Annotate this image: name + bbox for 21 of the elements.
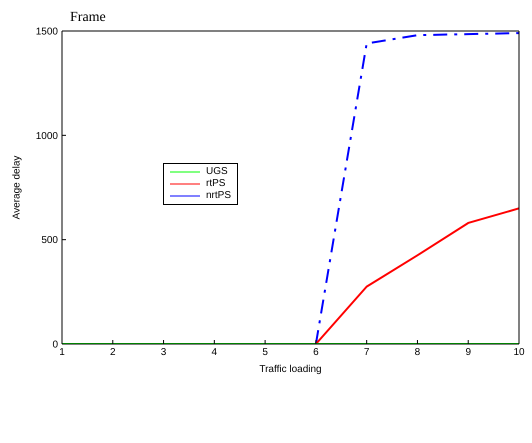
x-tick-label: 4 bbox=[212, 347, 218, 358]
x-tick-label: 7 bbox=[364, 347, 370, 358]
x-tick-label: 5 bbox=[262, 347, 268, 358]
x-tick-label: 1 bbox=[59, 347, 66, 358]
y-tick-label: 500 bbox=[41, 235, 58, 246]
y-axis-title: Average delay bbox=[12, 156, 23, 220]
x-tick-label: 6 bbox=[313, 347, 320, 358]
legend-label: nrtPS bbox=[206, 190, 232, 202]
line-series bbox=[314, 207, 519, 344]
legend-label: rtPS bbox=[206, 178, 226, 190]
x-tick-label: 9 bbox=[465, 347, 472, 358]
x-axis-title: Traffic loading bbox=[259, 364, 322, 375]
chart-title: Frame bbox=[70, 10, 106, 26]
x-tick-label: 2 bbox=[110, 347, 116, 358]
y-tick-label: 0 bbox=[52, 340, 58, 351]
legend-label: UGS bbox=[206, 166, 228, 178]
x-tick-label: 8 bbox=[414, 347, 421, 358]
y-tick-label: 1500 bbox=[36, 26, 58, 38]
y-tick-label: 1000 bbox=[36, 130, 58, 142]
x-tick-label: 10 bbox=[513, 347, 525, 358]
x-tick-label: 3 bbox=[160, 347, 167, 358]
